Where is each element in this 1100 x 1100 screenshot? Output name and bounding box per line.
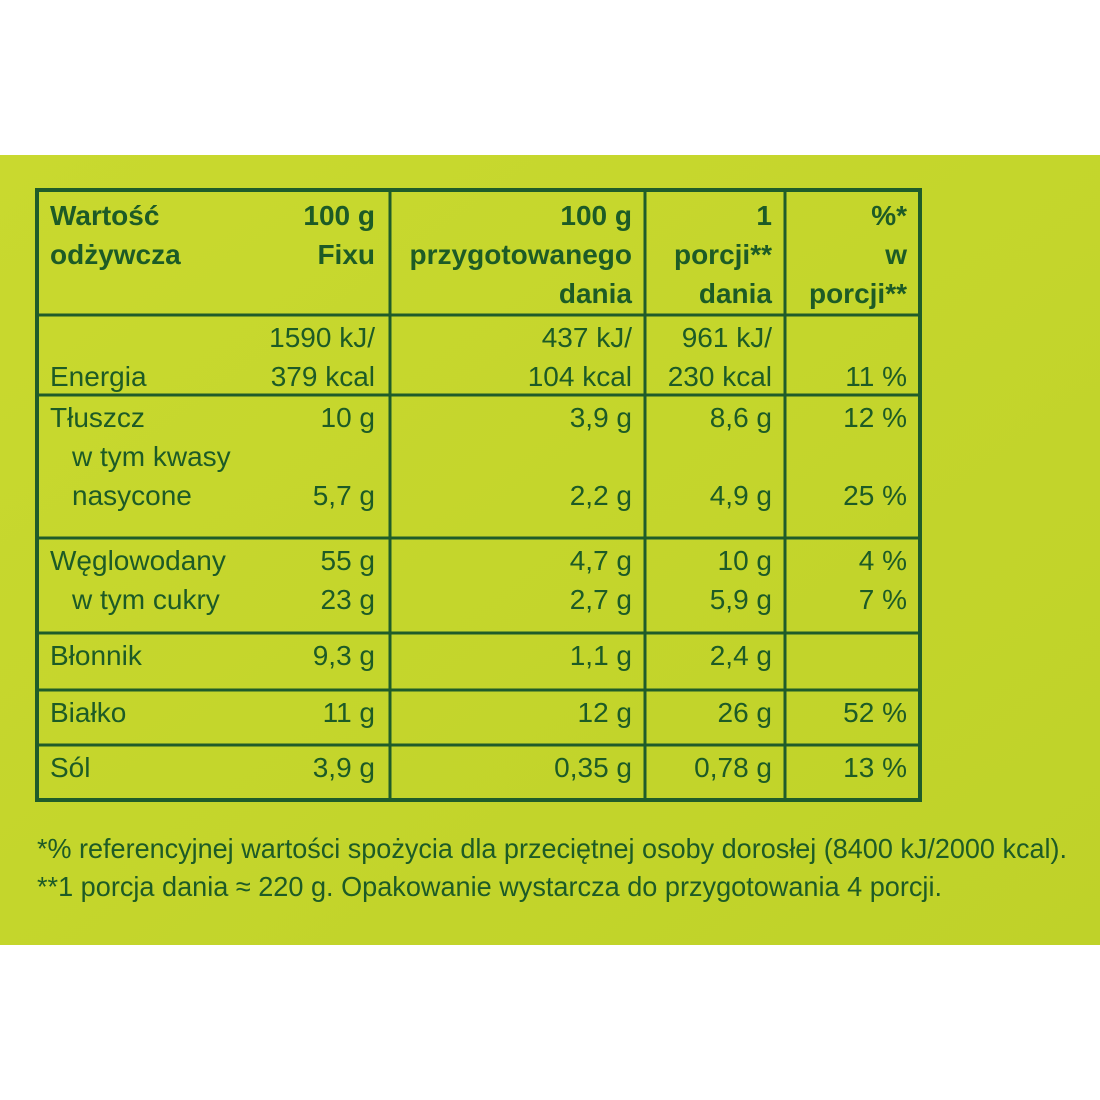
- row-label: w tym kwasy: [71, 441, 231, 472]
- header-text: dania: [559, 278, 633, 309]
- cell-value: 11 g: [323, 697, 375, 728]
- cell-value: 2,2 g: [570, 480, 632, 511]
- footnote: **1 porcja dania ≈ 220 g. Opakowanie wys…: [37, 871, 942, 902]
- header-text: 100 g: [303, 200, 375, 231]
- header-text: w: [884, 239, 907, 270]
- row-label: Tłuszcz: [50, 402, 145, 433]
- header-text: %*: [871, 200, 907, 231]
- header-text: 1: [756, 200, 772, 231]
- cell-value: 2,7 g: [570, 584, 632, 615]
- cell-value: 2,4 g: [710, 640, 772, 671]
- cell-value: 0,78 g: [694, 752, 772, 783]
- cell-value: 12 g: [578, 697, 633, 728]
- cell-value: 104 kcal: [528, 361, 632, 392]
- header-text: odżywcza: [50, 239, 181, 270]
- row-label: nasycone: [72, 480, 192, 511]
- cell-value: 10 g: [321, 402, 376, 433]
- header-text: dania: [699, 278, 773, 309]
- cell-value: 4,7 g: [570, 545, 632, 576]
- row-label: Węglowodany: [50, 545, 226, 576]
- row-label: Białko: [50, 697, 126, 728]
- header-text: przygotowanego: [410, 239, 632, 270]
- cell-value: 26 g: [718, 697, 773, 728]
- cell-value: 12 %: [843, 402, 907, 433]
- cell-value: 0,35 g: [554, 752, 632, 783]
- cell-value: 3,9 g: [570, 402, 632, 433]
- cell-value: 1,1 g: [570, 640, 632, 671]
- background-band: [0, 155, 1100, 945]
- cell-value: 5,9 g: [710, 584, 772, 615]
- footnote: *% referencyjnej wartości spożycia dla p…: [37, 833, 1067, 864]
- row-label: w tym cukry: [71, 584, 220, 615]
- cell-value: 52 %: [843, 697, 907, 728]
- cell-value: 7 %: [859, 584, 907, 615]
- cell-value: 3,9 g: [313, 752, 375, 783]
- cell-value: 10 g: [718, 545, 773, 576]
- header-text: Fixu: [317, 239, 375, 270]
- header-text: porcji**: [674, 239, 772, 270]
- cell-value: 437 kJ/: [542, 322, 632, 353]
- header-text: Wartość: [50, 200, 159, 231]
- header-text: porcji**: [809, 278, 907, 309]
- table-border: [35, 188, 922, 802]
- cell-value: 55 g: [321, 545, 376, 576]
- nutrition-table: Wartość odżywcza 100 g Fixu 100 g przygotowan…: [35, 188, 922, 802]
- cell-value: 5,7 g: [313, 480, 375, 511]
- cell-value: 11 %: [845, 361, 907, 392]
- cell-value: 961 kJ/: [682, 322, 772, 353]
- row-label: Energia: [50, 361, 147, 392]
- cell-value: 25 %: [843, 480, 907, 511]
- row-label: Sól: [50, 752, 90, 783]
- cell-value: 1590 kJ/: [269, 322, 375, 353]
- cell-value: 4,9 g: [710, 480, 772, 511]
- cell-value: 8,6 g: [710, 402, 772, 433]
- cell-value: 23 g: [321, 584, 376, 615]
- cell-value: 13 %: [843, 752, 907, 783]
- header-text: 100 g: [560, 200, 632, 231]
- row-label: Błonnik: [50, 640, 143, 671]
- cell-value: 4 %: [859, 545, 907, 576]
- cell-value: 230 kcal: [668, 361, 772, 392]
- cell-value: 379 kcal: [271, 361, 375, 392]
- cell-value: 9,3 g: [313, 640, 375, 671]
